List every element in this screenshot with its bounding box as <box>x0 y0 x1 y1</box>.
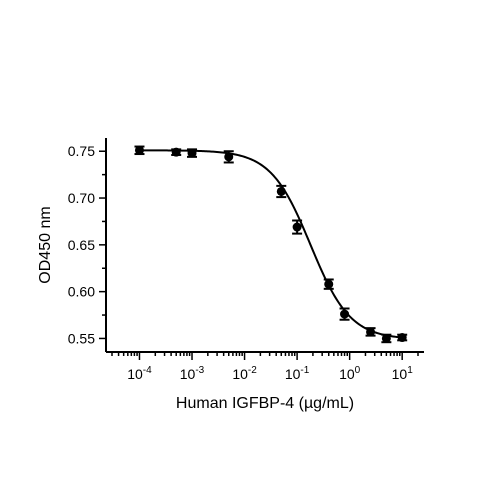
data-point <box>339 307 350 321</box>
data-point <box>381 333 392 344</box>
data-marker <box>340 309 350 319</box>
data-marker <box>187 148 197 158</box>
x-tick-label: 100 <box>339 365 361 382</box>
data-marker <box>276 186 286 196</box>
data-point <box>134 145 145 156</box>
y-tick-label: 0.60 <box>68 284 95 300</box>
data-marker <box>292 222 302 232</box>
data-point <box>276 184 287 199</box>
x-tick-label: 101 <box>392 365 414 382</box>
data-point <box>171 147 182 157</box>
y-tick-label: 0.55 <box>68 330 95 346</box>
data-marker <box>224 152 234 162</box>
plot-area <box>134 145 408 344</box>
x-axis-title: Human IGFBP-4 (µg/mL) <box>176 395 354 412</box>
data-marker <box>324 279 334 289</box>
y-axis-ticks: 0.55 0.60 0.65 0.70 0.75 <box>68 143 106 346</box>
data-point <box>292 219 303 235</box>
data-point <box>397 333 408 343</box>
x-tick-label: 10-1 <box>285 365 310 382</box>
data-marker <box>397 333 407 343</box>
y-axis-title: OD450 nm <box>37 206 54 283</box>
data-point <box>223 150 234 164</box>
y-tick-label: 0.65 <box>68 237 95 253</box>
x-axis-ticks: 10-4 10-3 10-2 10-1 100 101 <box>111 352 419 382</box>
data-point <box>187 148 198 158</box>
data-point <box>365 327 376 337</box>
x-tick-label: 10-3 <box>180 365 205 382</box>
data-marker <box>366 327 376 337</box>
y-tick-label: 0.75 <box>68 143 95 159</box>
data-point <box>323 278 334 290</box>
axes <box>105 138 424 353</box>
data-marker <box>381 333 391 343</box>
data-marker <box>134 145 144 155</box>
fit-curve <box>139 149 403 339</box>
x-tick-label: 10-4 <box>127 365 152 382</box>
data-marker <box>171 147 181 157</box>
x-tick-label: 10-2 <box>232 365 257 382</box>
y-tick-label: 0.70 <box>68 190 95 206</box>
